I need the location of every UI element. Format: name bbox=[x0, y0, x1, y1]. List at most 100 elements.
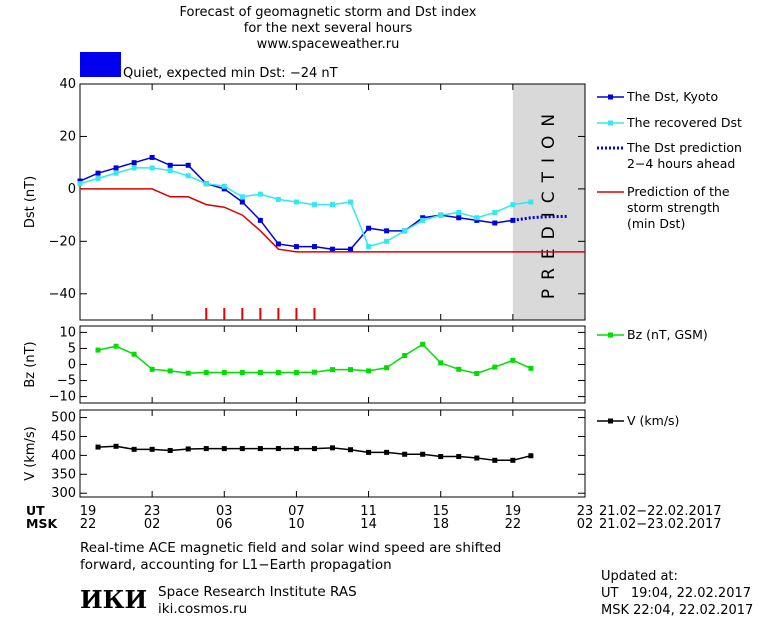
data-point bbox=[167, 368, 173, 374]
data-point bbox=[474, 215, 480, 221]
institute-name: Space Research Institute RAS bbox=[158, 584, 357, 600]
data-point bbox=[95, 175, 101, 181]
data-point bbox=[167, 162, 173, 168]
y-tick-label: 0 bbox=[68, 182, 76, 197]
data-point bbox=[366, 368, 372, 374]
data-point bbox=[420, 341, 426, 347]
data-point bbox=[492, 457, 498, 463]
msk-tick-label: 02 bbox=[577, 517, 594, 532]
legend-label: 2−4 hours ahead bbox=[627, 156, 735, 171]
panel-frame-1 bbox=[79, 83, 586, 321]
data-point bbox=[311, 446, 317, 452]
msk-tick-label: 22 bbox=[80, 517, 97, 532]
data-point bbox=[510, 357, 516, 363]
updated-msk: MSK 22:04, 22.02.2017 bbox=[601, 603, 754, 618]
data-point bbox=[185, 446, 191, 452]
data-point bbox=[95, 347, 101, 353]
ut-tick-label: 07 bbox=[288, 504, 305, 519]
data-point bbox=[275, 446, 281, 452]
legend-marker bbox=[608, 94, 613, 100]
data-point bbox=[330, 246, 335, 252]
y-axis-label: V (km/s) bbox=[23, 426, 38, 481]
msk-tick-label: 14 bbox=[360, 517, 377, 532]
data-point bbox=[510, 457, 516, 463]
footer-note-line-1: Real-time ACE magnetic field and solar w… bbox=[80, 540, 502, 556]
data-point bbox=[456, 454, 462, 460]
legend-marker bbox=[608, 332, 613, 338]
data-point bbox=[492, 364, 498, 370]
msk-tick-label: 22 bbox=[505, 517, 522, 532]
legend-label: storm strength bbox=[627, 200, 720, 215]
data-point bbox=[167, 447, 173, 453]
data-point bbox=[203, 370, 209, 376]
y-tick-label: 0 bbox=[68, 358, 76, 373]
data-point bbox=[275, 370, 281, 376]
y-tick-label: 20 bbox=[59, 129, 76, 144]
data-point bbox=[149, 446, 155, 452]
y-tick-label: −40 bbox=[49, 287, 76, 302]
y-tick-label: 400 bbox=[51, 448, 76, 463]
data-point bbox=[311, 202, 317, 208]
y-axis-label: Bz (nT) bbox=[23, 341, 38, 387]
data-point bbox=[456, 215, 462, 221]
chart-title-line-1: Forecast of geomagnetic storm and Dst in… bbox=[179, 5, 477, 20]
series-line-4 bbox=[80, 188, 585, 253]
ut-tick-label: 23 bbox=[577, 504, 594, 519]
data-point bbox=[293, 370, 299, 376]
data-point bbox=[149, 366, 155, 372]
data-point bbox=[203, 446, 209, 452]
msk-tick-label: 02 bbox=[144, 517, 161, 532]
legend-label: The Dst, Kyoto bbox=[626, 89, 718, 104]
data-point bbox=[420, 451, 426, 457]
institute-site[interactable]: iki.cosmos.ru bbox=[158, 601, 248, 617]
data-point bbox=[113, 343, 119, 349]
data-point bbox=[131, 446, 137, 452]
data-point bbox=[293, 446, 299, 452]
data-point bbox=[185, 370, 191, 376]
ut-tick-label: 15 bbox=[432, 504, 449, 519]
y-tick-label: 500 bbox=[51, 411, 76, 426]
data-point bbox=[402, 451, 408, 457]
data-point bbox=[528, 365, 534, 371]
data-point bbox=[239, 199, 245, 205]
data-point bbox=[474, 455, 480, 461]
data-point bbox=[456, 366, 462, 372]
updated-label: Updated at: bbox=[601, 569, 678, 584]
data-point bbox=[185, 173, 191, 179]
data-point bbox=[293, 244, 299, 250]
data-point bbox=[384, 365, 390, 371]
y-tick-label: −20 bbox=[49, 234, 76, 249]
y-tick-label: 300 bbox=[51, 486, 76, 501]
data-point bbox=[402, 353, 408, 359]
msk-tick-label: 18 bbox=[432, 517, 449, 532]
data-point bbox=[384, 228, 390, 234]
data-point bbox=[438, 212, 444, 218]
data-point bbox=[402, 228, 408, 234]
data-point bbox=[113, 165, 119, 171]
y-tick-label: −5 bbox=[57, 374, 76, 389]
data-point bbox=[77, 178, 83, 184]
legend-label: Prediction of the bbox=[627, 184, 730, 199]
data-point bbox=[366, 449, 372, 455]
data-point bbox=[221, 370, 227, 376]
ut-tick-label: 11 bbox=[360, 504, 377, 519]
data-point bbox=[239, 370, 245, 376]
data-point bbox=[221, 183, 227, 189]
y-axis-label: Dst (nT) bbox=[23, 176, 38, 228]
ut-tick-label: 23 bbox=[144, 504, 161, 519]
data-point bbox=[131, 165, 137, 171]
ut-axis-label: UT bbox=[26, 503, 45, 518]
data-point bbox=[366, 225, 372, 231]
data-point bbox=[293, 199, 299, 205]
data-point bbox=[420, 215, 426, 221]
site-url[interactable]: www.spaceweather.ru bbox=[256, 37, 400, 52]
y-tick-label: 5 bbox=[68, 341, 76, 356]
legend-label: (min Dst) bbox=[627, 216, 685, 231]
data-point bbox=[149, 165, 155, 171]
data-point bbox=[438, 360, 444, 366]
legend-label: V (km/s) bbox=[627, 413, 679, 428]
series-line-2 bbox=[79, 167, 532, 248]
data-point bbox=[330, 202, 335, 208]
data-point bbox=[330, 367, 335, 373]
